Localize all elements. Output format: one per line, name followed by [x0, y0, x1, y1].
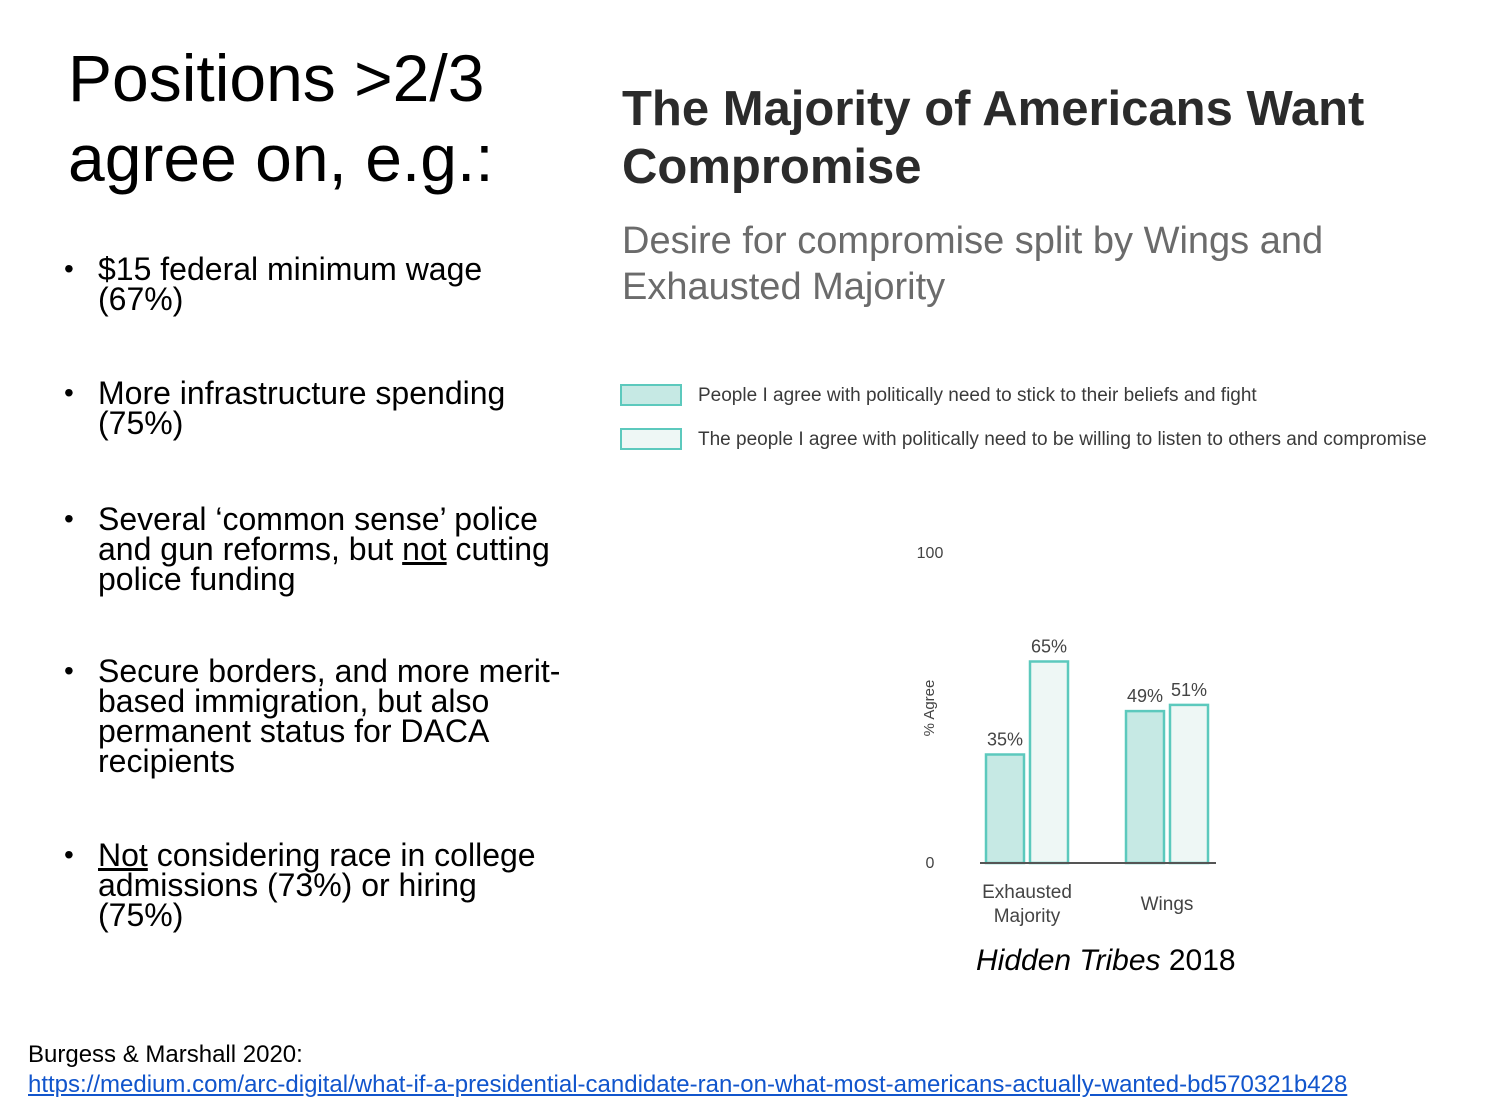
legend-item: People I agree with politically need to … [620, 382, 1500, 410]
credit-year: 2018 [1160, 944, 1236, 977]
x-category-label: Exhausted [982, 882, 1072, 903]
legend-swatch-series-2 [620, 428, 682, 450]
x-category-label: Majority [994, 906, 1061, 927]
bullet-marker: • [64, 655, 74, 686]
bullet-text-part: cutting police funding [98, 531, 550, 597]
bar [984, 753, 1026, 865]
slide-title: Positions >2/3 agree on, e.g.: [68, 41, 494, 195]
bar-value-label: 49% [1127, 686, 1163, 706]
bullet-text: More infrastructure spending (75%) [98, 375, 506, 441]
bullet-marker: • [64, 839, 74, 870]
citation-label: Burgess & Marshall 2020: [28, 1041, 303, 1068]
bullet-marker: • [64, 377, 74, 408]
y-axis-label: % Agree [921, 680, 938, 737]
bullet-emphasis: Not [98, 837, 148, 873]
y-tick-label: 100 [917, 545, 944, 562]
legend-swatch-series-1 [620, 384, 682, 406]
bullet-text-part: Several ‘common sense’ police and gun re… [98, 501, 538, 567]
bar [1028, 660, 1070, 865]
credit-source: Hidden Tribes [976, 944, 1161, 977]
bar-value-label: 35% [987, 730, 1023, 750]
bar-value-label: 51% [1171, 680, 1207, 700]
bullet-emphasis: not [402, 531, 447, 567]
citation-link[interactable]: https://medium.com/arc-digital/what-if-a… [28, 1071, 1348, 1098]
bar [1168, 703, 1210, 865]
legend-label: The people I agree with politically need… [698, 429, 1427, 450]
bar [1124, 709, 1166, 865]
y-tick-label: 0 [926, 855, 935, 872]
bullet-marker: • [64, 253, 74, 284]
chart-title: The Majority of Americans Want Compromis… [622, 82, 1365, 194]
bullet-text: Secure borders, and more merit-based imm… [98, 653, 561, 779]
bullet-text-part: considering race in college admissions (… [98, 837, 536, 933]
figure-credit: Hidden Tribes 2018 [976, 944, 1236, 978]
bar-chart: 100 0 % Agree 35% 65% 49% 51% Exhausted Majority… [917, 545, 1216, 927]
legend-label: People I agree with politically need to … [698, 385, 1257, 406]
bullet-text: Several ‘common sense’ police and gun re… [98, 501, 568, 597]
chart-subtitle: Desire for compromise split by Wings and… [622, 220, 1324, 308]
x-category-label: Wings [1141, 894, 1194, 915]
bullet-text: $15 federal minimum wage (67%) [98, 251, 483, 317]
citation: Burgess & Marshall 2020: https://medium.… [28, 1040, 1347, 1100]
bar-value-label: 65% [1031, 637, 1067, 657]
bullet-marker: • [64, 503, 74, 534]
legend-item: The people I agree with politically need… [620, 426, 1500, 454]
bullet-text: Not considering race in college admissio… [98, 837, 568, 933]
